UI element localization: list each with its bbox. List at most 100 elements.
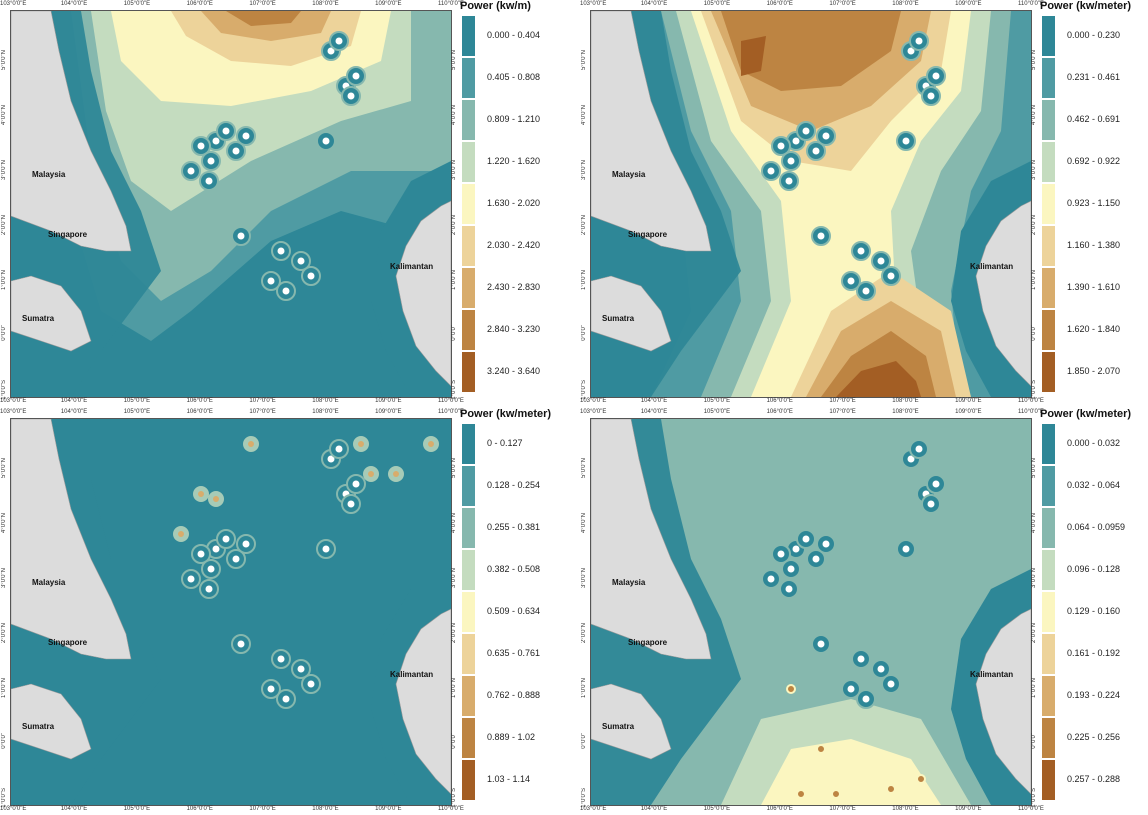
legend-swatch [1042,676,1055,716]
island [297,257,305,265]
legend-class-label: 0.064 - 0.0959 [1067,522,1126,532]
longitude-tick-label: 106°0'0"E [186,409,213,415]
island [792,137,800,145]
island [785,585,793,593]
latitude-tick-label: 3°0'0"N [1031,160,1037,181]
island [927,500,935,508]
longitude-tick-label: 108°0'0"E [312,1,339,7]
latitude-tick-label: 5°0'0"N [1,50,7,71]
legend-class-label: 1.620 - 1.840 [1067,324,1121,334]
place-label-singapore: Singapore [628,638,668,647]
longitude-tick-label: 107°0'0"E [829,398,856,404]
place-label-malaysia: Malaysia [32,578,66,587]
latitude-tick-label: 1°0'0"N [1031,270,1037,291]
longitude-tick-label: 106°0'0"E [766,806,793,812]
island [877,257,885,265]
latitude-tick-label: 2°0'0"N [581,215,587,236]
latitude-tick-label: 1°0'0"N [451,678,457,699]
place-label-singapore: Singapore [628,230,668,239]
place-label-kalimantan: Kalimantan [970,670,1014,679]
legend-entry: 0.889 - 1.02 [460,718,570,758]
legend-entry: 0.405 - 0.808 [460,58,570,98]
island [352,72,360,80]
island [802,535,810,543]
legend-entry: 0.923 - 1.150 [1040,184,1148,224]
legend-entry: 2.030 - 2.420 [460,226,570,266]
legend-swatch [462,184,475,224]
latitude-tick-label: 1°0'0"S [1031,788,1037,808]
legend-swatch [1042,268,1055,308]
longitude-tick-label: 105°0'0"E [123,1,151,7]
island [887,680,895,688]
legend-class-label: 0.762 - 0.888 [487,690,541,700]
legend-entry: 0.692 - 0.922 [1040,142,1148,182]
place-label-kalimantan: Kalimantan [970,262,1014,271]
legend-entry: 0.000 - 0.032 [1040,424,1148,464]
legend-swatch [462,142,475,182]
legend-swatch [462,550,475,590]
place-label-singapore: Singapore [48,638,88,647]
legend-title: Power (kw/meter) [1040,408,1132,420]
longitude-tick-label: 104°0'0"E [60,1,88,7]
place-label-sumatra: Sumatra [22,722,55,731]
island [232,555,240,563]
legend-class-label: 0.382 - 0.508 [487,564,541,574]
legend-class-label: 0.129 - 0.160 [1067,606,1121,616]
latitude-tick-label: 0°0'0" [1,325,7,341]
latitude-tick-label: 5°0'0"N [581,458,587,479]
longitude-tick-label: 110°0'0"E [438,806,464,812]
legend-class-label: 3.240 - 3.640 [487,366,541,376]
legend-swatch [462,676,475,716]
malaysia-land [591,11,712,252]
legend-swatch [462,466,475,506]
legend-class-label: 0.635 - 0.761 [487,648,541,658]
latitude-tick-label: 1°0'0"S [451,380,457,400]
legend-class-label: 0.692 - 0.922 [1067,156,1121,166]
longitude-tick-label: 103°0'0"E [0,806,27,812]
legend-class-label: 0.462 - 0.691 [1067,114,1121,124]
island [907,455,915,463]
longitude-tick-label: 107°0'0"E [249,409,276,415]
kalimantan-land [975,608,1031,795]
power-map-svg [591,11,1031,397]
latitude-tick-label: 2°0'0"N [451,623,457,644]
latitude-tick-label: 1°0'0"N [451,270,457,291]
power-map-svg [11,11,451,397]
island [212,545,220,553]
island [237,640,245,648]
island [847,685,855,693]
latitude-tick-label: 4°0'0"N [451,513,457,534]
map-area [590,10,1032,398]
longitude-tick-label: 105°0'0"E [123,398,151,404]
island [327,47,335,55]
map-panel-top-left: 103°0'0"E 103°0'0"E 104°0'0"E 104°0'0"E 105°… [0,0,574,408]
latitude-tick-label: 1°0'0"S [1,380,7,400]
hotspot [178,531,184,537]
longitude-tick-label: 103°0'0"E [580,398,607,404]
legend-class-label: 0.000 - 0.032 [1067,438,1121,448]
island [902,137,910,145]
map-area [10,10,452,398]
longitude-tick-label: 105°0'0"E [703,409,731,415]
legend-title: Power (kw/m) [460,0,531,12]
legend: Power (kw/meter) 0.000 - 0.230 0.231 - 0.4… [1040,0,1148,392]
latitude-tick-label: 4°0'0"N [581,105,587,126]
longitude-tick-label: 106°0'0"E [766,398,793,404]
legend-class-label: 0.923 - 1.150 [1067,198,1121,208]
legend-entry: 0.635 - 0.761 [460,634,570,674]
hotspot [796,789,806,799]
contour-band-2 [761,739,941,805]
hotspot [198,491,204,497]
legend-entry: 1.850 - 2.070 [1040,352,1148,392]
longitude-tick-label: 107°0'0"E [829,409,856,415]
island [927,92,935,100]
longitude-tick-label: 110°0'0"E [1018,398,1044,404]
place-label-kalimantan: Kalimantan [390,262,434,271]
legend-entry: 0.128 - 0.254 [460,466,570,506]
island [335,445,343,453]
island [282,695,290,703]
legend-swatch [1042,760,1055,800]
legend-swatch [1042,16,1055,56]
legend-swatch [1042,550,1055,590]
island [352,480,360,488]
